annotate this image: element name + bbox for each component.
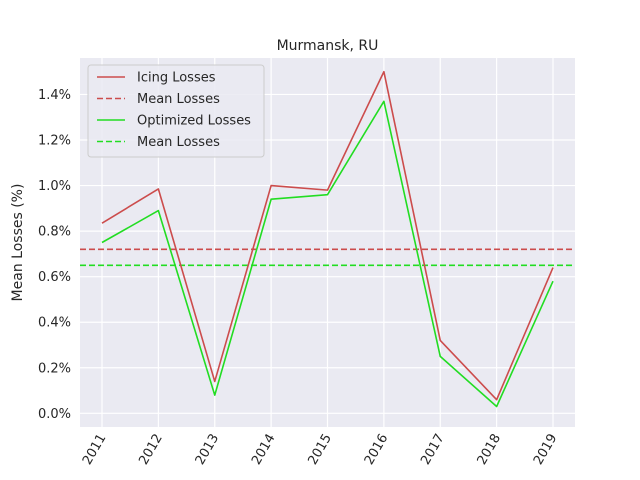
legend-frame [87, 64, 265, 158]
x-tick-label: 2011 [80, 432, 110, 468]
y-tick-label: 1.0% [38, 179, 71, 194]
y-axis: 0.0% 0.2% 0.4% 0.6% 0.8% 1.0% 1.2% 1.4% [38, 88, 71, 422]
y-axis-label: Mean Losses (%) [10, 184, 26, 302]
y-tick-label: 1.2% [38, 134, 71, 149]
x-tick-label: 2017 [418, 432, 448, 468]
x-tick-label: 2013 [193, 432, 223, 468]
legend-label: Optimized Losses [137, 114, 251, 129]
legend-label: Mean Losses [137, 92, 220, 107]
y-tick-label: 1.4% [38, 88, 71, 103]
x-tick-label: 2015 [305, 432, 335, 468]
y-tick-label: 0.8% [38, 225, 71, 240]
x-tick-label: 2014 [249, 432, 279, 468]
x-axis: 2011 2012 2013 2014 2015 2016 2017 2018 2019 [80, 432, 561, 468]
y-tick-label: 0.2% [38, 361, 71, 376]
legend-label: Mean Losses [137, 135, 220, 150]
chart-title: Murmansk, RU [277, 38, 379, 54]
series-line [101, 70, 554, 401]
mean-lines [80, 248, 575, 267]
y-tick-label: 0.6% [38, 270, 71, 285]
series-lines [101, 70, 554, 408]
legend: Icing Losses Mean Losses Optimized Losses M… [87, 64, 265, 158]
x-tick-label: 2016 [362, 432, 392, 468]
x-tick-label: 2018 [475, 432, 505, 468]
x-tick-label: 2019 [531, 432, 561, 468]
x-tick-label: 2012 [136, 432, 166, 468]
y-tick-label: 0.0% [38, 407, 71, 422]
legend-label: Icing Losses [137, 71, 216, 86]
y-tick-label: 0.4% [38, 316, 71, 331]
series-line [101, 100, 554, 408]
